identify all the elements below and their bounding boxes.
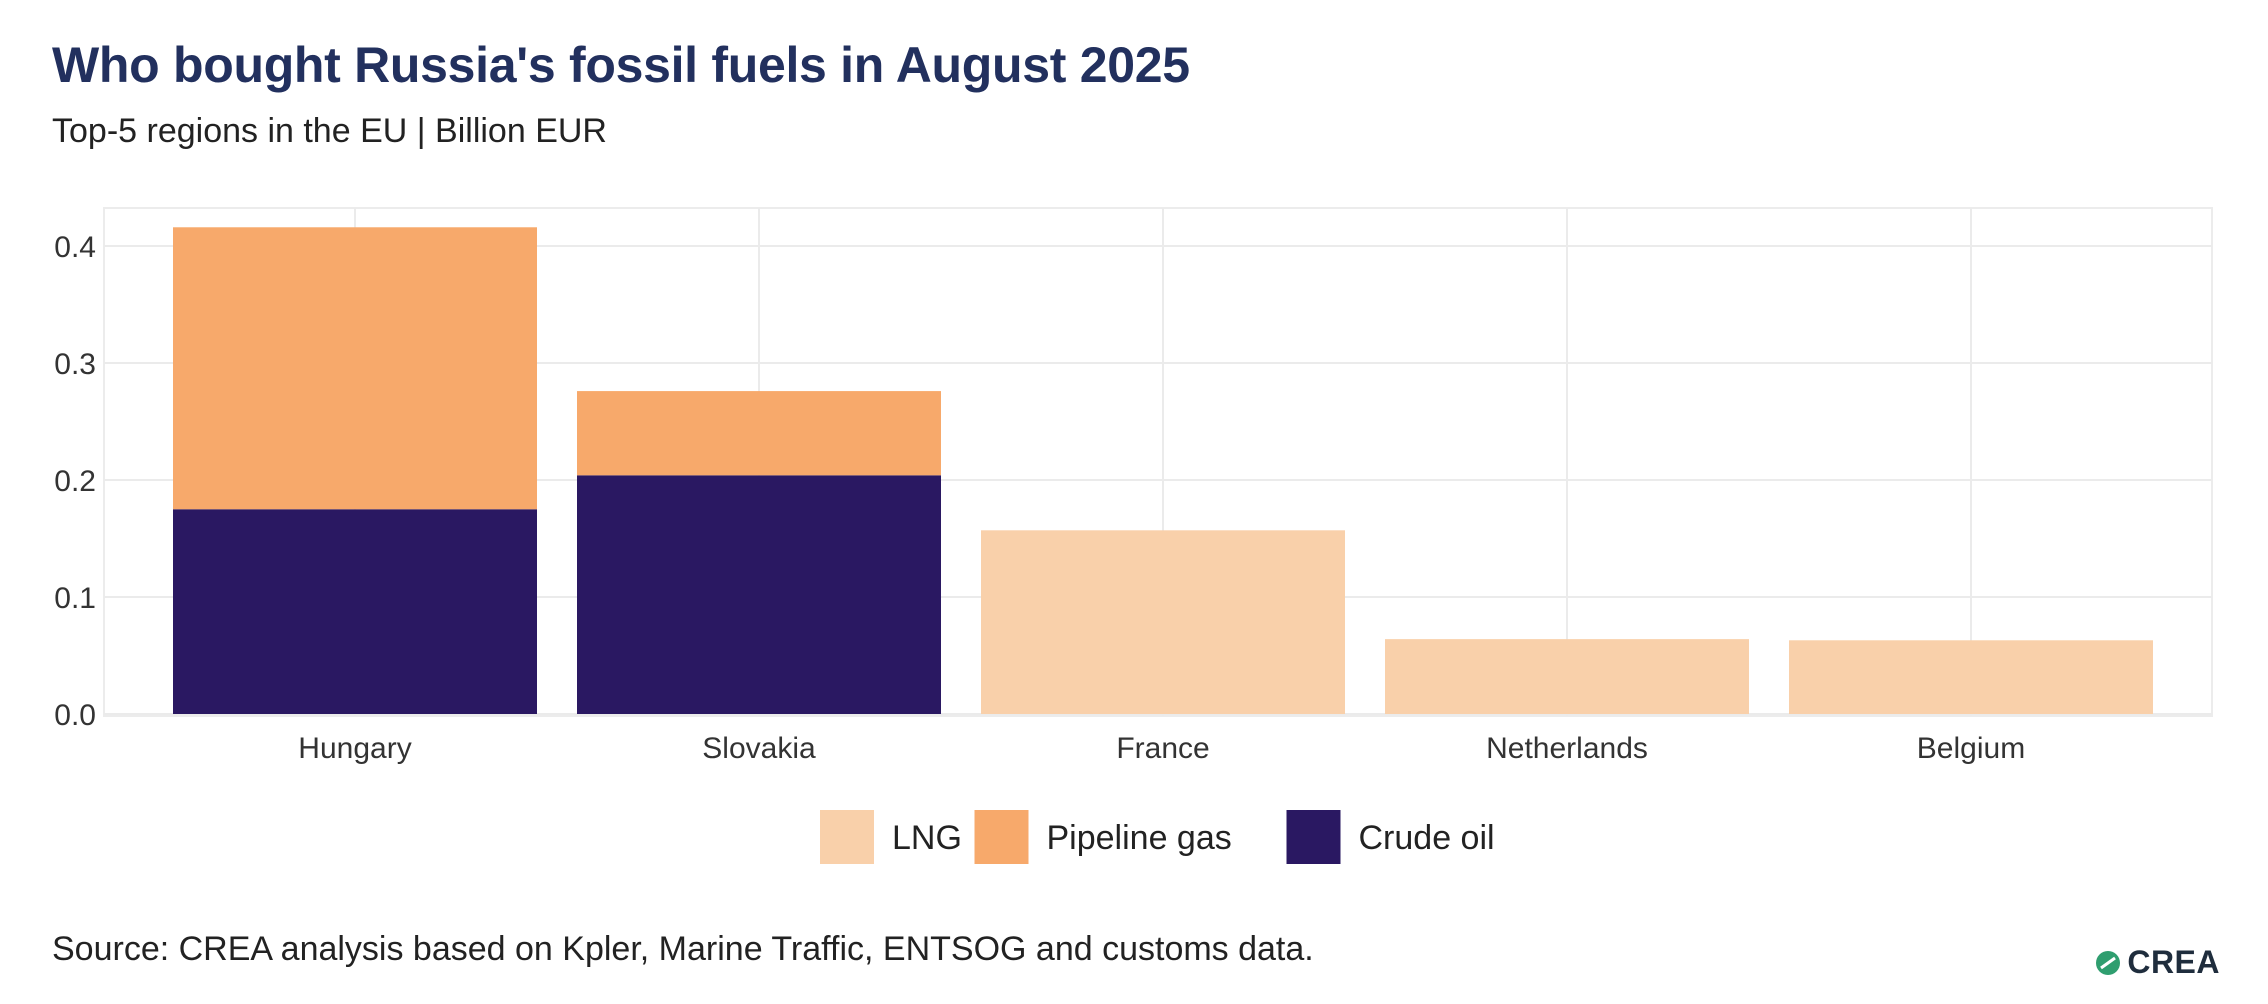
bar-lng [981, 530, 1345, 714]
legend-swatch [974, 810, 1029, 864]
bar-crude-oil [173, 509, 537, 714]
bar-lng [1789, 640, 2153, 714]
legend-label: Crude oil [1359, 819, 1495, 857]
x-tick-label: Netherlands [1486, 732, 1648, 765]
legend-swatch [1286, 810, 1341, 864]
y-tick-label: 0.2 [54, 465, 96, 498]
y-tick-label: 0.0 [54, 699, 96, 732]
x-tick-label: France [1116, 732, 1209, 765]
source-note: Source: CREA analysis based on Kpler, Ma… [52, 930, 1314, 968]
crea-leaf-icon [2096, 950, 2121, 975]
chart-title: Who bought Russia's fossil fuels in Augu… [52, 37, 1190, 93]
bar-lng [1385, 639, 1749, 714]
x-tick-label: Hungary [298, 732, 411, 765]
legend-label: Pipeline gas [1047, 819, 1232, 857]
logo-text: CREA [2127, 944, 2220, 980]
stacked-bar-chart: 0.0 0.1 0.2 0.3 0.4 Hungary Slovakia France Neth… [54, 207, 2213, 864]
legend-swatch [820, 810, 874, 864]
bar-pipeline-gas [173, 227, 537, 510]
y-tick-label: 0.3 [54, 348, 96, 381]
x-tick-label: Slovakia [702, 732, 816, 765]
x-tick-label: Belgium [1917, 732, 2025, 765]
bar-pipeline-gas [577, 391, 941, 476]
y-tick-label: 0.1 [54, 582, 96, 615]
chart-subtitle: Top-5 regions in the EU | Billion EUR [52, 112, 607, 150]
legend-label: LNG [892, 819, 962, 857]
y-tick-label: 0.4 [54, 231, 96, 264]
plot-panel [103, 207, 2213, 717]
bar-crude-oil [577, 475, 941, 714]
crea-logo: CREA [2095, 944, 2220, 981]
